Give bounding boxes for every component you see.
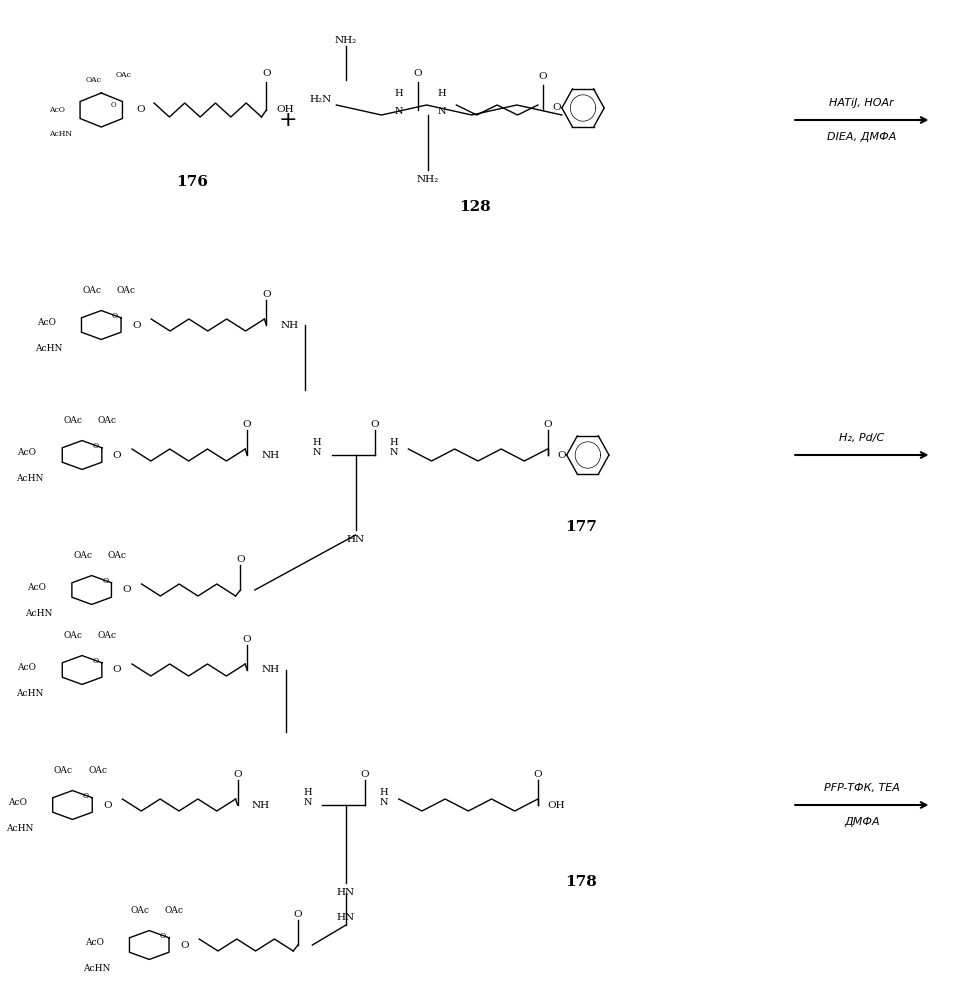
Text: OAc: OAc (54, 766, 72, 775)
Text: O: O (414, 69, 423, 78)
Text: OAc: OAc (86, 77, 102, 85)
Text: O: O (83, 792, 89, 800)
Text: O: O (234, 770, 242, 779)
Text: O: O (534, 770, 542, 779)
Text: O: O (243, 420, 252, 429)
Text: N: N (438, 107, 446, 116)
Text: OAc: OAc (117, 286, 136, 295)
Text: NH₂: NH₂ (417, 175, 439, 184)
Text: OAc: OAc (130, 906, 150, 915)
Text: HN: HN (337, 913, 355, 922)
Text: AcO: AcO (37, 318, 56, 327)
Text: O: O (123, 585, 131, 594)
Text: OAc: OAc (165, 906, 184, 915)
Text: AcO: AcO (85, 938, 103, 947)
Text: H: H (303, 788, 312, 797)
Text: N: N (303, 798, 312, 807)
Text: O: O (132, 320, 141, 330)
Text: AcHN: AcHN (15, 474, 43, 483)
Text: O: O (236, 555, 245, 564)
Text: DIEA, ДМФА: DIEA, ДМФА (827, 132, 896, 142)
Text: O: O (112, 312, 118, 320)
Text: NH: NH (252, 800, 270, 810)
Text: OAc: OAc (116, 71, 131, 79)
Text: NH₂: NH₂ (335, 36, 357, 45)
Text: 128: 128 (459, 200, 491, 214)
Text: O: O (113, 666, 122, 674)
Text: AcHN: AcHN (49, 130, 71, 138)
Text: O: O (552, 104, 561, 112)
Text: NH: NH (262, 666, 280, 674)
Text: H: H (438, 89, 446, 98)
Text: O: O (103, 800, 112, 810)
Text: N: N (313, 448, 321, 457)
Text: HN: HN (346, 535, 365, 544)
Text: AcO: AcO (17, 448, 37, 457)
Text: PFP-ТФК, TEA: PFP-ТФК, TEA (824, 783, 899, 793)
Text: 177: 177 (565, 520, 597, 534)
Text: OAc: OAc (73, 551, 92, 560)
Text: O: O (113, 450, 122, 460)
Text: O: O (262, 69, 270, 78)
Text: H: H (313, 438, 321, 447)
Text: HN: HN (337, 888, 355, 897)
Text: N: N (379, 798, 388, 807)
Text: NH: NH (281, 320, 299, 330)
Text: 176: 176 (177, 175, 208, 189)
Text: O: O (93, 657, 98, 665)
Text: +: + (279, 110, 298, 130)
Text: AcHN: AcHN (6, 824, 34, 833)
Text: AcO: AcO (27, 583, 46, 592)
Text: AcHN: AcHN (25, 609, 53, 618)
Text: O: O (93, 442, 98, 450)
Text: O: O (371, 420, 379, 429)
Text: ДМФА: ДМФА (844, 817, 880, 827)
Text: H₂, Pd/C: H₂, Pd/C (840, 433, 885, 443)
Text: O: O (102, 577, 108, 585)
Text: AcHN: AcHN (15, 689, 43, 698)
Text: AcO: AcO (17, 663, 37, 672)
Text: OAc: OAc (97, 416, 117, 425)
Text: O: O (361, 770, 370, 779)
Text: N: N (389, 448, 398, 457)
Text: O: O (262, 290, 270, 299)
Text: OAc: OAc (97, 631, 117, 640)
Text: N: N (395, 107, 403, 116)
Text: OH: OH (276, 105, 293, 114)
Text: O: O (243, 635, 252, 644)
Text: AcO: AcO (48, 106, 65, 114)
Text: AcHN: AcHN (35, 344, 63, 353)
Text: O: O (179, 940, 188, 950)
Text: O: O (538, 72, 547, 81)
Text: OAc: OAc (83, 286, 101, 295)
Text: O: O (111, 101, 117, 109)
Text: AcHN: AcHN (83, 964, 110, 973)
Text: H: H (389, 438, 398, 447)
Text: H: H (379, 788, 388, 797)
Text: HATiJ, HOAr: HATiJ, HOAr (830, 98, 895, 108)
Text: O: O (160, 932, 166, 940)
Text: AcO: AcO (8, 798, 27, 807)
Text: H: H (395, 89, 403, 98)
Text: OAc: OAc (64, 631, 82, 640)
Text: OAc: OAc (64, 416, 82, 425)
Text: O: O (137, 105, 146, 114)
Text: 178: 178 (565, 875, 597, 889)
Text: H₂N: H₂N (310, 96, 332, 104)
Text: NH: NH (262, 450, 280, 460)
Text: OAc: OAc (107, 551, 126, 560)
Text: OAc: OAc (88, 766, 107, 775)
Text: O: O (543, 420, 552, 429)
Text: O: O (557, 450, 565, 460)
Text: OH: OH (547, 800, 565, 810)
Text: O: O (293, 910, 302, 919)
